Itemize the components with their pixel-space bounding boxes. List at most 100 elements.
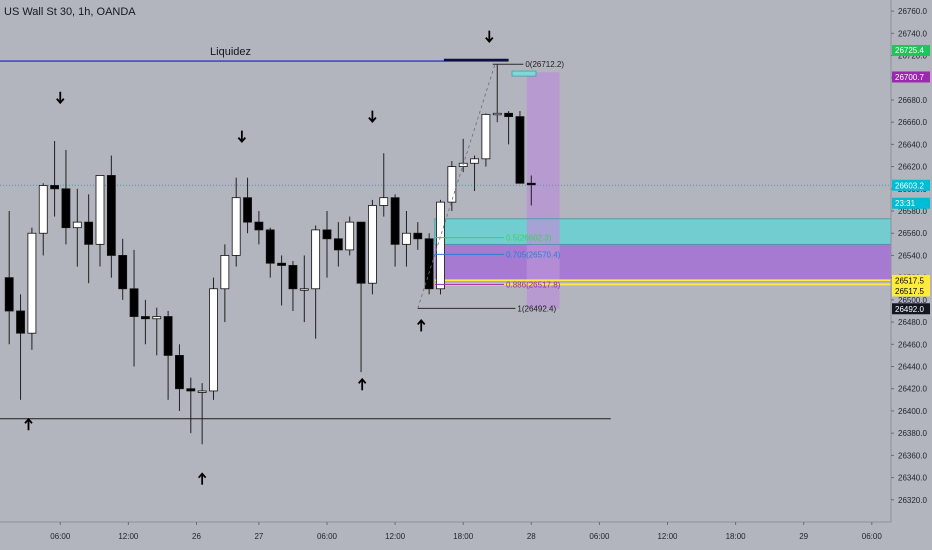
candle-body[interactable]	[254, 221, 264, 231]
arrow-down-icon	[485, 30, 494, 44]
price-badge	[892, 197, 930, 209]
candle-body[interactable]	[220, 255, 230, 290]
candle-body[interactable]	[367, 205, 377, 284]
time-tick-label: 26	[192, 532, 201, 541]
fib-level-label: 0.705(26570.4)	[506, 250, 561, 259]
candle-body[interactable]	[95, 175, 105, 245]
time-tick-label: 27	[254, 532, 263, 541]
horizontal-lines-layer: Liquidez	[0, 46, 891, 420]
candle-body[interactable]	[288, 265, 298, 290]
price-badge	[892, 285, 930, 297]
arrow-up-icon	[197, 472, 207, 485]
candle-body[interactable]	[140, 316, 150, 320]
candle-body[interactable]	[470, 158, 479, 164]
price-tick-label: 26420.0	[898, 385, 927, 394]
price-badges-layer: 26725.4 26700.7 26603.2 23:31 26517.5 26517.5…	[892, 44, 930, 315]
fib-level-label: 0.5(26602.3)	[506, 234, 552, 243]
candle-body[interactable]	[209, 288, 218, 392]
time-tick-label: 18:00	[453, 532, 474, 541]
candle-body[interactable]	[515, 116, 525, 184]
candle-body[interactable]	[163, 316, 173, 356]
arrows-layer	[24, 30, 494, 485]
candle-body[interactable]	[152, 316, 162, 320]
price-badge-text: 23:31	[895, 199, 916, 208]
fib-diagonal	[417, 64, 496, 309]
price-tick-label: 26620.0	[898, 163, 927, 172]
price-badge	[892, 274, 930, 286]
candle-body[interactable]	[72, 221, 82, 229]
price-tick-label: 26440.0	[898, 363, 927, 372]
price-badge-text: 26517.5	[895, 276, 924, 285]
price-tick-label: 26660.0	[898, 118, 927, 127]
candle-body[interactable]	[504, 112, 514, 118]
fib-level-label: 1(26492.4)	[517, 304, 556, 313]
fib-layer: 0(26712.2) 0.5(26602.3) 0.705(26570.4) 0.88…	[417, 60, 564, 313]
price-badge	[892, 303, 930, 315]
price-tick-label: 26320.0	[898, 496, 927, 505]
candle-body[interactable]	[16, 310, 25, 334]
arrow-down-icon	[56, 91, 65, 105]
price-badge-green-text: 26725.4	[895, 46, 924, 55]
candle-body[interactable]	[390, 197, 400, 245]
candle-body[interactable]	[4, 277, 14, 312]
candle-body[interactable]	[413, 232, 423, 240]
candle-body[interactable]	[61, 188, 71, 229]
price-tick-label: 26380.0	[898, 429, 927, 438]
zone-zone-purple	[434, 244, 891, 283]
price-badge-text: 26517.5	[895, 287, 924, 296]
price-tick-label: 26640.0	[898, 140, 927, 149]
candle-body[interactable]	[481, 113, 491, 160]
candle-body[interactable]	[27, 232, 37, 334]
price-tick-label: 26680.0	[898, 96, 927, 105]
time-tick-label: 28	[527, 532, 536, 541]
arrow-down-icon	[368, 110, 377, 123]
candle-body[interactable]	[356, 221, 366, 284]
price-tick-label: 26560.0	[898, 229, 927, 238]
candles-layer	[4, 64, 536, 445]
price-tick-label: 26740.0	[898, 29, 927, 38]
arrow-up-icon	[358, 377, 367, 391]
candle-body[interactable]	[197, 390, 207, 393]
candle-body[interactable]	[436, 201, 445, 290]
candle-body[interactable]	[129, 288, 139, 317]
candle-body[interactable]	[243, 197, 252, 223]
candle-body[interactable]	[424, 238, 434, 290]
candle-body[interactable]	[447, 166, 457, 203]
time-tick-label: 06:00	[862, 532, 883, 541]
time-axis[interactable]: 06:00 12:00 26 27 06:00 12:00 18:00 28 06:00 12:0…	[50, 522, 882, 541]
candle-body[interactable]	[322, 229, 332, 240]
candle-body[interactable]	[265, 229, 275, 264]
candle-body[interactable]	[231, 197, 241, 256]
candle-body[interactable]	[492, 112, 502, 116]
candle-body[interactable]	[402, 232, 411, 245]
price-tick-label: 26500.0	[898, 296, 927, 305]
candle-body[interactable]	[311, 229, 321, 290]
price-badge-text: 26700.7	[895, 73, 924, 82]
candle-body[interactable]	[345, 221, 355, 251]
candle-body[interactable]	[106, 175, 116, 256]
candle-body[interactable]	[186, 388, 196, 392]
candle-body[interactable]	[526, 182, 536, 186]
fib-level-label: 0.886(26517.8)	[506, 280, 561, 289]
candle-body[interactable]	[38, 185, 48, 234]
price-tick-label: 26340.0	[898, 474, 927, 483]
candle-body[interactable]	[277, 262, 287, 266]
price-badge	[892, 179, 930, 191]
candle-body[interactable]	[379, 197, 389, 206]
candle-body[interactable]	[84, 221, 94, 245]
arrow-up-icon	[24, 417, 33, 431]
candle-body[interactable]	[175, 355, 184, 390]
time-tick-label: 06:00	[589, 532, 610, 541]
candle-body[interactable]	[299, 288, 309, 291]
zone-box-violet	[526, 72, 560, 309]
candle-body[interactable]	[333, 238, 343, 251]
candle-body[interactable]	[118, 255, 128, 290]
price-tick-label: 26760.0	[898, 7, 927, 16]
price-badge	[892, 71, 930, 83]
symbol-title: US Wall St 30, 1h, OANDA	[4, 6, 136, 18]
arrow-up-icon	[417, 319, 426, 332]
candle-body[interactable]	[50, 185, 59, 190]
fib-zero-box	[511, 70, 537, 77]
time-tick-label: 12:00	[657, 532, 678, 541]
